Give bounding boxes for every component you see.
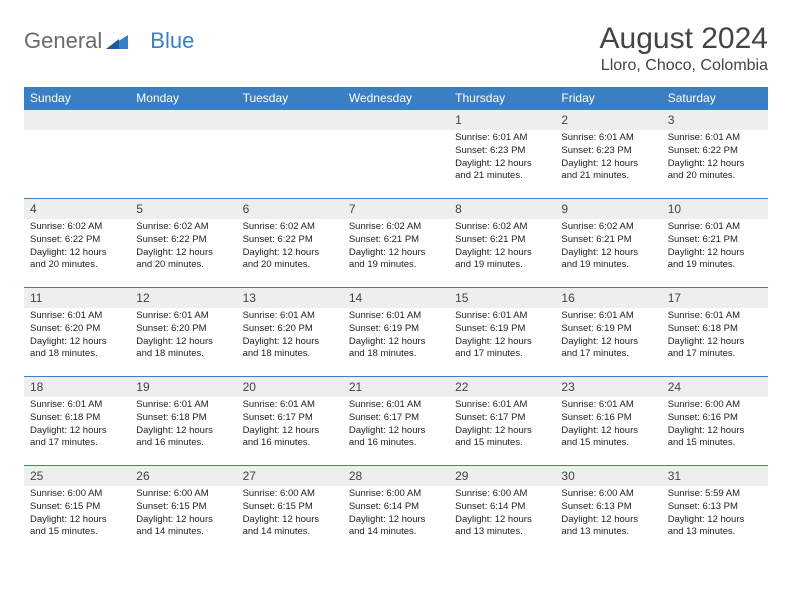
day-number-cell: 20 xyxy=(237,377,343,398)
day-content-cell: Sunrise: 6:02 AM Sunset: 6:22 PM Dayligh… xyxy=(24,219,130,288)
day-content-cell: Sunrise: 6:01 AM Sunset: 6:18 PM Dayligh… xyxy=(24,397,130,466)
day-content-cell: Sunrise: 6:01 AM Sunset: 6:21 PM Dayligh… xyxy=(662,219,768,288)
day-number-cell: 9 xyxy=(555,199,661,220)
day-number-cell: 25 xyxy=(24,466,130,487)
day-header: Wednesday xyxy=(343,87,449,110)
brand-text-blue: Blue xyxy=(132,28,194,54)
brand-text-general: General xyxy=(24,28,102,54)
calendar-page: General Blue August 2024 Lloro, Choco, C… xyxy=(0,0,792,612)
day-content-cell: Sunrise: 6:01 AM Sunset: 6:16 PM Dayligh… xyxy=(555,397,661,466)
day-header: Monday xyxy=(130,87,236,110)
week-content-row: Sunrise: 6:01 AM Sunset: 6:18 PM Dayligh… xyxy=(24,397,768,466)
day-number-cell: 14 xyxy=(343,288,449,309)
day-content-cell: Sunrise: 6:00 AM Sunset: 6:15 PM Dayligh… xyxy=(24,486,130,554)
day-content-cell: Sunrise: 6:02 AM Sunset: 6:21 PM Dayligh… xyxy=(449,219,555,288)
day-content-cell: Sunrise: 6:01 AM Sunset: 6:18 PM Dayligh… xyxy=(662,308,768,377)
day-number-cell xyxy=(343,110,449,131)
day-number-cell: 30 xyxy=(555,466,661,487)
day-number-cell: 27 xyxy=(237,466,343,487)
day-number-cell: 31 xyxy=(662,466,768,487)
day-content-cell: Sunrise: 6:01 AM Sunset: 6:23 PM Dayligh… xyxy=(555,130,661,199)
week-number-row: 45678910 xyxy=(24,199,768,220)
day-content-cell: Sunrise: 6:00 AM Sunset: 6:14 PM Dayligh… xyxy=(449,486,555,554)
day-number-cell: 12 xyxy=(130,288,236,309)
day-content-cell: Sunrise: 6:01 AM Sunset: 6:19 PM Dayligh… xyxy=(449,308,555,377)
day-number-cell: 21 xyxy=(343,377,449,398)
day-content-cell: Sunrise: 6:01 AM Sunset: 6:19 PM Dayligh… xyxy=(343,308,449,377)
day-number-cell: 13 xyxy=(237,288,343,309)
day-number-cell xyxy=(130,110,236,131)
day-content-cell: Sunrise: 6:01 AM Sunset: 6:23 PM Dayligh… xyxy=(449,130,555,199)
day-content-cell xyxy=(130,130,236,199)
day-number-cell: 24 xyxy=(662,377,768,398)
day-content-cell: Sunrise: 6:00 AM Sunset: 6:15 PM Dayligh… xyxy=(130,486,236,554)
location-subtitle: Lloro, Choco, Colombia xyxy=(600,57,768,75)
day-content-cell: Sunrise: 6:01 AM Sunset: 6:20 PM Dayligh… xyxy=(130,308,236,377)
week-number-row: 123 xyxy=(24,110,768,131)
day-number-cell: 2 xyxy=(555,110,661,131)
day-content-cell: Sunrise: 6:01 AM Sunset: 6:17 PM Dayligh… xyxy=(237,397,343,466)
week-number-row: 25262728293031 xyxy=(24,466,768,487)
day-number-cell: 29 xyxy=(449,466,555,487)
day-content-cell: Sunrise: 6:02 AM Sunset: 6:21 PM Dayligh… xyxy=(555,219,661,288)
day-content-cell: Sunrise: 6:01 AM Sunset: 6:22 PM Dayligh… xyxy=(662,130,768,199)
week-content-row: Sunrise: 6:01 AM Sunset: 6:20 PM Dayligh… xyxy=(24,308,768,377)
day-number-cell: 16 xyxy=(555,288,661,309)
day-content-cell xyxy=(24,130,130,199)
day-number-cell: 1 xyxy=(449,110,555,131)
day-number-cell: 4 xyxy=(24,199,130,220)
day-header: Sunday xyxy=(24,87,130,110)
day-number-cell: 11 xyxy=(24,288,130,309)
day-content-cell: Sunrise: 6:00 AM Sunset: 6:15 PM Dayligh… xyxy=(237,486,343,554)
day-content-cell: Sunrise: 6:00 AM Sunset: 6:14 PM Dayligh… xyxy=(343,486,449,554)
day-number-cell: 3 xyxy=(662,110,768,131)
day-number-cell: 8 xyxy=(449,199,555,220)
day-number-cell: 15 xyxy=(449,288,555,309)
week-content-row: Sunrise: 6:01 AM Sunset: 6:23 PM Dayligh… xyxy=(24,130,768,199)
month-title: August 2024 xyxy=(600,22,768,55)
title-block: August 2024 Lloro, Choco, Colombia xyxy=(600,20,768,75)
day-content-cell: Sunrise: 6:02 AM Sunset: 6:21 PM Dayligh… xyxy=(343,219,449,288)
day-number-cell: 26 xyxy=(130,466,236,487)
day-number-cell: 19 xyxy=(130,377,236,398)
day-content-cell: Sunrise: 6:02 AM Sunset: 6:22 PM Dayligh… xyxy=(130,219,236,288)
day-content-cell: Sunrise: 6:01 AM Sunset: 6:17 PM Dayligh… xyxy=(343,397,449,466)
day-content-cell: Sunrise: 5:59 AM Sunset: 6:13 PM Dayligh… xyxy=(662,486,768,554)
brand-logo: General Blue xyxy=(24,20,194,54)
day-content-cell xyxy=(343,130,449,199)
day-content-cell: Sunrise: 6:00 AM Sunset: 6:16 PM Dayligh… xyxy=(662,397,768,466)
day-number-cell: 17 xyxy=(662,288,768,309)
day-header-row: Sunday Monday Tuesday Wednesday Thursday… xyxy=(24,87,768,110)
day-content-cell xyxy=(237,130,343,199)
week-number-row: 11121314151617 xyxy=(24,288,768,309)
day-header: Saturday xyxy=(662,87,768,110)
calendar-body: 123Sunrise: 6:01 AM Sunset: 6:23 PM Dayl… xyxy=(24,110,768,555)
day-content-cell: Sunrise: 6:00 AM Sunset: 6:13 PM Dayligh… xyxy=(555,486,661,554)
day-number-cell: 6 xyxy=(237,199,343,220)
day-number-cell xyxy=(24,110,130,131)
brand-mark-icon xyxy=(106,31,128,54)
day-content-cell: Sunrise: 6:01 AM Sunset: 6:20 PM Dayligh… xyxy=(237,308,343,377)
day-content-cell: Sunrise: 6:01 AM Sunset: 6:19 PM Dayligh… xyxy=(555,308,661,377)
page-header: General Blue August 2024 Lloro, Choco, C… xyxy=(24,20,768,75)
day-header: Tuesday xyxy=(237,87,343,110)
day-number-cell: 5 xyxy=(130,199,236,220)
day-number-cell: 7 xyxy=(343,199,449,220)
day-number-cell: 23 xyxy=(555,377,661,398)
day-content-cell: Sunrise: 6:01 AM Sunset: 6:18 PM Dayligh… xyxy=(130,397,236,466)
day-number-cell: 28 xyxy=(343,466,449,487)
week-number-row: 18192021222324 xyxy=(24,377,768,398)
calendar-table: Sunday Monday Tuesday Wednesday Thursday… xyxy=(24,87,768,554)
week-content-row: Sunrise: 6:02 AM Sunset: 6:22 PM Dayligh… xyxy=(24,219,768,288)
day-content-cell: Sunrise: 6:01 AM Sunset: 6:17 PM Dayligh… xyxy=(449,397,555,466)
day-header: Friday xyxy=(555,87,661,110)
day-number-cell xyxy=(237,110,343,131)
day-content-cell: Sunrise: 6:02 AM Sunset: 6:22 PM Dayligh… xyxy=(237,219,343,288)
week-content-row: Sunrise: 6:00 AM Sunset: 6:15 PM Dayligh… xyxy=(24,486,768,554)
day-number-cell: 10 xyxy=(662,199,768,220)
day-number-cell: 22 xyxy=(449,377,555,398)
day-header: Thursday xyxy=(449,87,555,110)
day-number-cell: 18 xyxy=(24,377,130,398)
day-content-cell: Sunrise: 6:01 AM Sunset: 6:20 PM Dayligh… xyxy=(24,308,130,377)
